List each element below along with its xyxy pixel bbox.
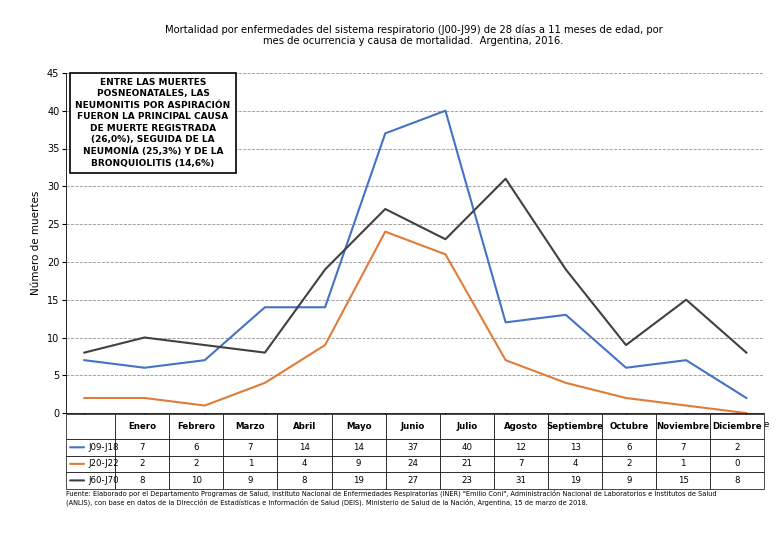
Text: J60-J70: J60-J70 <box>88 476 119 485</box>
Text: J09-J18: J09-J18 <box>88 443 119 452</box>
Text: J20-J22: J20-J22 <box>88 460 119 468</box>
Y-axis label: Número de muertes: Número de muertes <box>31 191 41 295</box>
Text: ENTRE LAS MUERTES
POSNEONATALES, LAS
NEUMONITIS POR ASPIRACIÓN
FUERON LA PRINCIP: ENTRE LAS MUERTES POSNEONATALES, LAS NEU… <box>76 78 231 168</box>
Text: Mortalidad por enfermedades del sistema respiratorio (J00-J99) de 28 días a 11 m: Mortalidad por enfermedades del sistema … <box>165 24 662 46</box>
Text: Fuente: Elaborado por el Departamento Programas de Salud, Instituto Nacional de : Fuente: Elaborado por el Departamento Pr… <box>66 490 717 506</box>
